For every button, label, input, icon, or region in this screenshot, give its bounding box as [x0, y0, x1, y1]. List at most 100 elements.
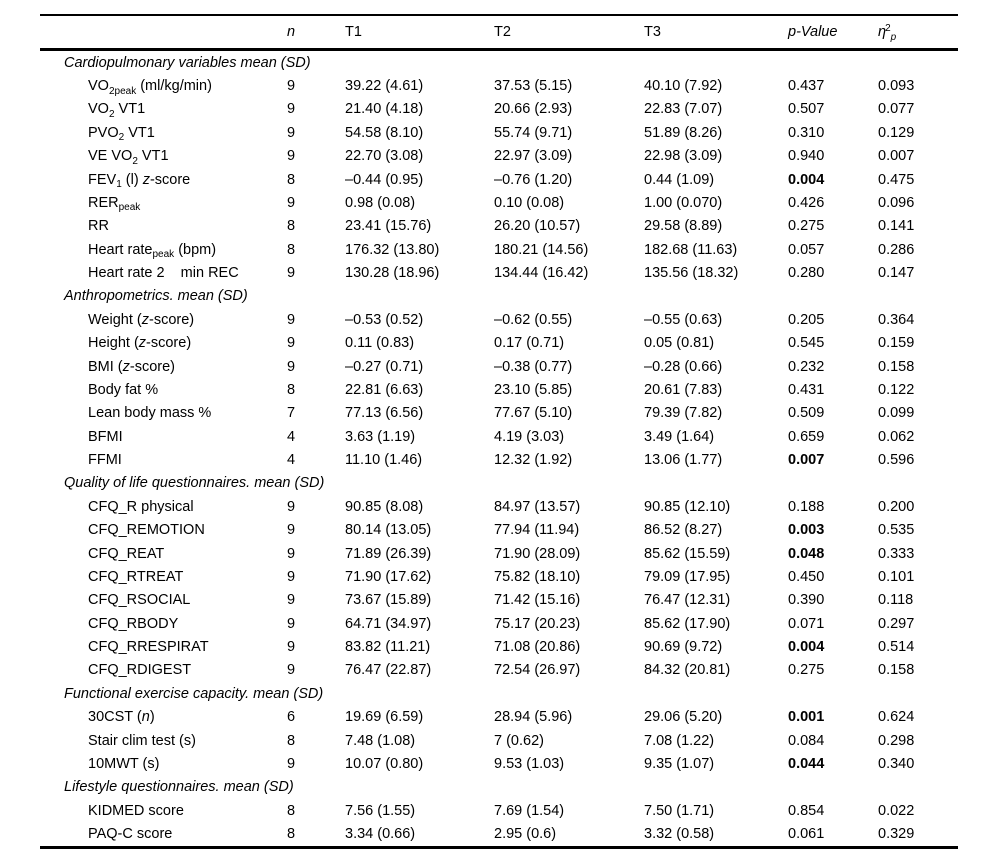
text-segment: KIDMED score	[88, 802, 184, 819]
text-segment: η	[878, 24, 887, 40]
cell-t2: 55.74 (9.71)	[494, 124, 573, 141]
cell-t1: 83.82 (11.21)	[345, 639, 431, 656]
text-segment: 2peak	[108, 85, 137, 97]
cell-t3: 29.58 (8.89)	[644, 218, 723, 235]
row-label: FFMI	[40, 452, 287, 468]
text-segment: 10MWT (s)	[88, 755, 160, 772]
cell-eta: 0.118	[878, 592, 914, 609]
text-segment: -score)	[129, 358, 176, 375]
cell-n: 9	[287, 522, 296, 539]
cell-p: 0.205	[788, 311, 825, 328]
cell-p: 0.310	[788, 124, 825, 141]
text-segment: CFQ_RDIGEST	[88, 662, 192, 679]
cell-t3: 85.62 (15.59)	[644, 545, 731, 562]
table-row: CFQ_RTREAT 9 71.90 (17.62) 75.82 (18.10) 79.…	[40, 565, 958, 588]
text-segment: CFQ_RBODY	[88, 615, 179, 632]
cell-n: 8	[287, 732, 296, 749]
cell-t2: 12.32 (1.92)	[494, 452, 573, 469]
cell-t3: –0.55 (0.63)	[644, 311, 723, 328]
text-segment: VO	[88, 78, 109, 95]
cell-t2: –0.76 (1.20)	[494, 171, 573, 188]
cell-t1: 73.67 (15.89)	[345, 592, 432, 609]
table-row: FFMI 4 11.10 (1.46) 12.32 (1.92) 13.06 (1.77…	[40, 448, 958, 471]
text-segment: T2	[494, 24, 511, 40]
table-row: Heart ratepeak (bpm) 8 176.32 (13.80) 180.2…	[40, 238, 958, 261]
cell-p: 0.188	[788, 498, 825, 515]
cell-p: 0.659	[788, 428, 825, 445]
cell-eta: 0.364	[878, 311, 915, 328]
cell-n: 9	[287, 78, 296, 95]
cell-eta: 0.624	[878, 709, 915, 726]
cell-t3: 7.50 (1.71)	[644, 802, 715, 819]
section-row: Anthropometrics. mean (SD)	[40, 285, 958, 308]
cell-n: 9	[287, 615, 296, 632]
cell-n: 7	[287, 405, 296, 422]
text-segment: -score)	[148, 311, 195, 328]
cell-t2: 71.42 (15.16)	[494, 592, 581, 609]
cell-n: 9	[287, 662, 296, 679]
row-label: CFQ_RSOCIAL	[40, 592, 287, 608]
cell-t1: 77.13 (6.56)	[345, 405, 424, 422]
table-row: Lean body mass % 7 77.13 (6.56) 77.67 (5.10…	[40, 402, 958, 425]
cell-t2: 7.69 (1.54)	[494, 802, 565, 819]
text-segment: p-Value	[788, 24, 838, 40]
text-segment: FFMI	[88, 452, 122, 469]
header-p: p-Value	[788, 24, 878, 40]
cell-p: 0.071	[788, 615, 825, 632]
table-row: Stair clim test (s) 8 7.48 (1.08) 7 (0.62) 7…	[40, 729, 958, 752]
table-row: VE VO2 VT1 9 22.70 (3.08) 22.97 (3.09) 22.98…	[40, 145, 958, 168]
cell-t1: 71.90 (17.62)	[345, 568, 432, 585]
header-eta: η2p	[878, 23, 958, 43]
cell-t2: 28.94 (5.96)	[494, 709, 573, 726]
text-segment: 2	[108, 108, 115, 120]
cell-eta: 0.333	[878, 545, 915, 562]
row-label: Weight (z-score)	[40, 312, 287, 328]
cell-t3: 135.56 (18.32)	[644, 265, 739, 282]
cell-t1: 176.32 (13.80)	[345, 241, 440, 258]
cell-p: 0.004	[788, 639, 825, 656]
cell-t1: 90.85 (8.08)	[345, 498, 424, 515]
cell-t3: 84.32 (20.81)	[644, 662, 731, 679]
cell-t1: –0.53 (0.52)	[345, 311, 424, 328]
text-segment: CFQ_RSOCIAL	[88, 592, 191, 609]
cell-t3: 29.06 (5.20)	[644, 709, 723, 726]
cell-n: 9	[287, 335, 296, 352]
cell-p: 0.003	[788, 522, 825, 539]
row-label: PAQ-C score	[40, 826, 287, 842]
cell-p: 0.044	[788, 755, 825, 772]
text-segment: 30CST (	[88, 709, 142, 726]
table-row: Body fat % 8 22.81 (6.63) 23.10 (5.85) 20.61…	[40, 378, 958, 401]
table-body: Cardiopulmonary variables mean (SD) VO2pe…	[40, 51, 958, 849]
cell-t1: 19.69 (6.59)	[345, 709, 424, 726]
row-label: FEV1 (l) z-score	[40, 172, 287, 191]
text-segment: Body fat %	[88, 381, 159, 398]
cell-p: 0.507	[788, 101, 825, 118]
section-title: Cardiopulmonary variables mean (SD)	[64, 54, 311, 71]
cell-t1: 21.40 (4.18)	[345, 101, 424, 118]
cell-p: 0.545	[788, 335, 825, 352]
cell-t3: 22.98 (3.09)	[644, 148, 723, 165]
cell-eta: 0.514	[878, 639, 915, 656]
cell-p: 0.437	[788, 78, 825, 95]
cell-n: 9	[287, 358, 296, 375]
cell-t3: 182.68 (11.63)	[644, 241, 738, 258]
cell-t2: 7 (0.62)	[494, 732, 544, 749]
row-label: Stair clim test (s)	[40, 733, 287, 749]
row-label: VO2peak (ml/kg/min)	[40, 78, 287, 97]
cell-p: 0.854	[788, 802, 825, 819]
table-row: BMI (z-score) 9 –0.27 (0.71) –0.38 (0.77) –0…	[40, 355, 958, 378]
cell-t2: 71.90 (28.09)	[494, 545, 581, 562]
text-segment: CFQ_R physical	[88, 498, 194, 515]
table-row: CFQ_RBODY 9 64.71 (34.97) 75.17 (20.23) 85.6…	[40, 612, 958, 635]
cell-eta: 0.475	[878, 171, 915, 188]
row-label: BMI (z-score)	[40, 359, 287, 375]
cell-eta: 0.096	[878, 194, 915, 211]
text-segment: RER	[88, 194, 119, 211]
text-segment: CFQ_RTREAT	[88, 568, 184, 585]
text-segment: -score)	[146, 335, 192, 352]
cell-t2: –0.38 (0.77)	[494, 358, 573, 375]
cell-t1: 130.28 (18.96)	[345, 265, 440, 282]
cell-p: 0.232	[788, 358, 825, 375]
cell-t1: 11.10 (1.46)	[345, 452, 423, 469]
cell-t2: 23.10 (5.85)	[494, 381, 573, 398]
